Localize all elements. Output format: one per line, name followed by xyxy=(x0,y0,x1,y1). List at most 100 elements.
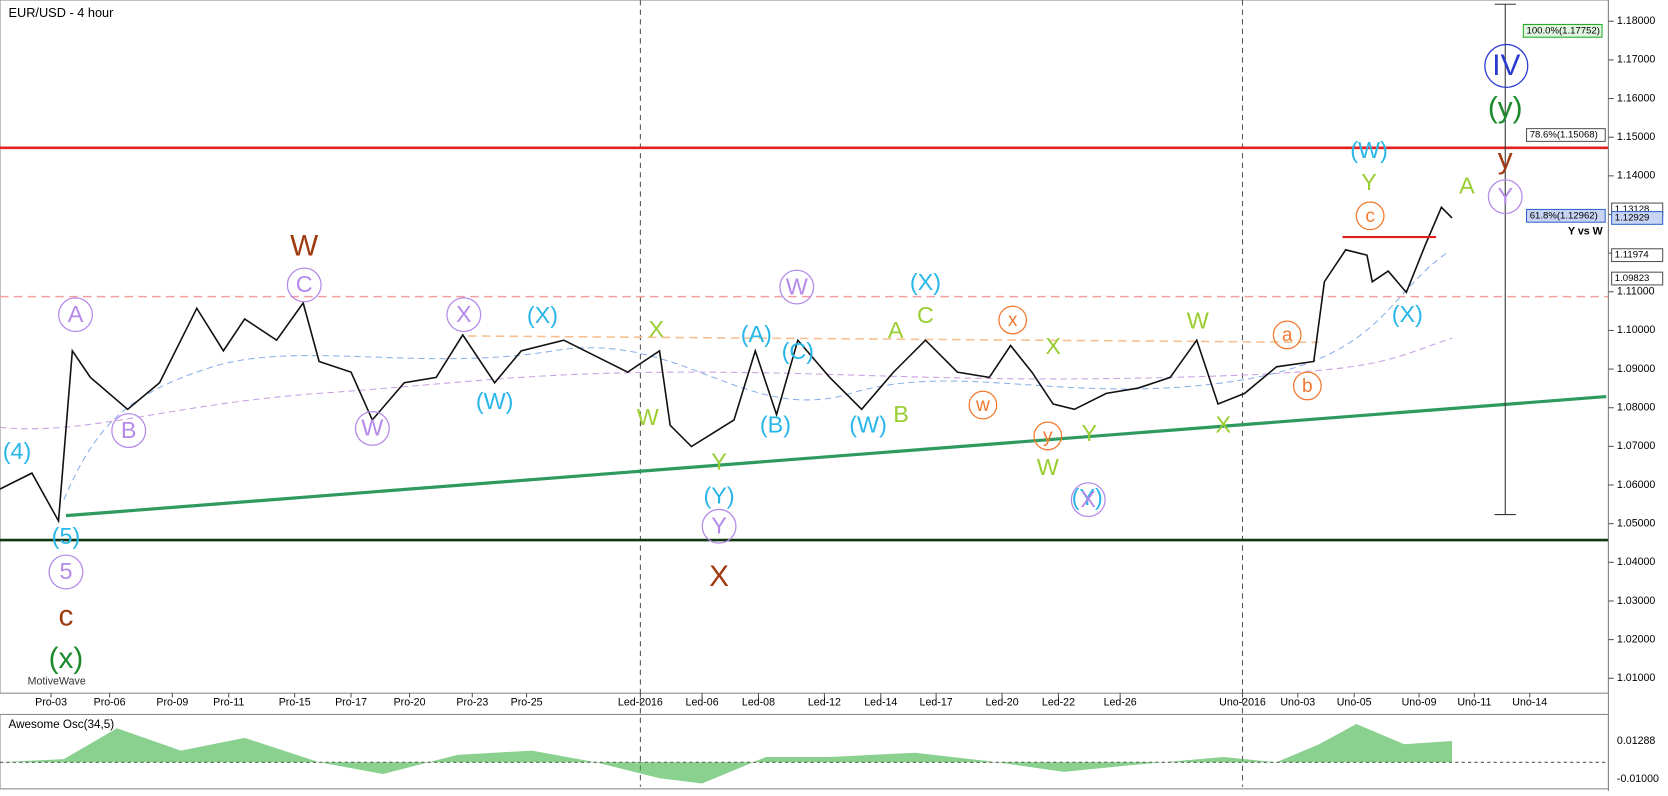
price-label: 1.16000 xyxy=(1617,92,1656,104)
wave-label: (X) xyxy=(910,269,941,295)
wave-label: Y xyxy=(1361,169,1377,195)
price-label: 1.18000 xyxy=(1617,15,1656,27)
date-label: Pro-23 xyxy=(456,697,488,709)
moving-average xyxy=(63,252,1448,500)
wave-label: y xyxy=(1043,426,1053,447)
wave-circle xyxy=(1272,320,1302,350)
wave-circle xyxy=(998,305,1028,335)
wave-label: Y xyxy=(1497,183,1513,209)
wave-label: IV xyxy=(1492,49,1520,82)
wave-label: (x) xyxy=(49,642,84,675)
wave-label: (A) xyxy=(741,321,772,347)
date-label: Pro-11 xyxy=(213,697,244,709)
price-tag xyxy=(1522,23,1603,38)
price-tag xyxy=(1525,128,1606,142)
date-label: Pro-09 xyxy=(156,697,188,709)
wave-circle xyxy=(779,269,815,305)
price-tag xyxy=(1611,271,1664,286)
wave-label: C xyxy=(296,271,313,297)
price-tag-label: 1.12929 xyxy=(1615,212,1650,223)
wave-label: Y xyxy=(711,449,727,475)
date-label: Pro-15 xyxy=(279,697,311,709)
price-label: 1.05000 xyxy=(1617,517,1656,529)
wave-circle xyxy=(1070,482,1106,518)
wave-label: 5 xyxy=(59,558,72,584)
annotation: Y vs W xyxy=(1568,226,1604,238)
date-label: Led-08 xyxy=(742,697,775,709)
wave-label: c xyxy=(1365,206,1375,227)
date-label: Led-17 xyxy=(920,697,953,709)
wave-label: y xyxy=(1498,142,1513,175)
wave-circle xyxy=(1355,201,1385,231)
date-label: Uno-2016 xyxy=(1219,697,1266,709)
price-tag-label: 78.6%(1.15068) xyxy=(1530,130,1598,141)
price-label: 1.14000 xyxy=(1617,170,1656,182)
date-label: Uno-09 xyxy=(1402,697,1437,709)
wave-label: (y) xyxy=(1488,91,1523,124)
osc-label: 0.01288 xyxy=(1617,735,1656,747)
wave-label: (5) xyxy=(52,523,81,549)
date-label: Pro-03 xyxy=(35,697,67,709)
price-tag-label: 61.8%(1.12962) xyxy=(1530,210,1598,221)
wave-label: (X) xyxy=(1392,301,1423,327)
price-label: 1.09000 xyxy=(1617,363,1656,375)
wave-label: B xyxy=(893,401,909,427)
wave-label: X xyxy=(456,301,472,327)
date-label: Pro-17 xyxy=(335,697,367,709)
trendline xyxy=(65,394,1607,518)
price-label: 1.02000 xyxy=(1617,633,1656,645)
oscillator-histogram xyxy=(0,724,1453,784)
date-label: Pro-20 xyxy=(394,697,426,709)
wave-circle xyxy=(286,267,322,303)
date-label: Pro-06 xyxy=(94,697,126,709)
date-label: Led-26 xyxy=(1104,697,1137,709)
wave-label: X xyxy=(1080,486,1096,512)
wave-label: W xyxy=(1187,307,1209,333)
osc-label: -0.01000 xyxy=(1617,773,1659,785)
price-tag xyxy=(1611,211,1664,225)
price-label: 1.15000 xyxy=(1617,131,1656,143)
wave-label: a xyxy=(1282,325,1293,346)
price-tag-label: 1.11974 xyxy=(1615,250,1650,261)
price-label: 1.06000 xyxy=(1617,479,1656,491)
wave-label: X xyxy=(1216,412,1232,438)
price-label: 1.11000 xyxy=(1617,286,1655,298)
wave-label: C xyxy=(917,302,934,328)
wave-circle xyxy=(111,413,147,449)
wave-circle xyxy=(354,410,390,446)
date-label: Led-2016 xyxy=(618,697,663,709)
watermark: MotiveWave xyxy=(28,675,86,687)
wave-label: A xyxy=(1459,172,1475,198)
wave-circle xyxy=(446,297,482,333)
date-label: Pro-25 xyxy=(511,697,543,709)
wave-label: (C) xyxy=(782,338,814,364)
price-label: 1.03000 xyxy=(1617,595,1656,607)
date-label: Uno-03 xyxy=(1280,697,1315,709)
price-label: 1.04000 xyxy=(1617,556,1656,568)
wave-label: X xyxy=(1045,333,1061,359)
price-label: 1.17000 xyxy=(1617,54,1656,66)
date-label: Uno-11 xyxy=(1457,697,1491,709)
price-tag-label: 1.13128 xyxy=(1615,204,1650,215)
date-label: Led-22 xyxy=(1042,697,1075,709)
wave-circle xyxy=(1033,421,1063,451)
price-label: 1.08000 xyxy=(1617,402,1656,414)
wave-label: W xyxy=(786,273,808,299)
wave-circle xyxy=(701,508,737,544)
price-tag-label: 100.0%(1.17752) xyxy=(1527,25,1600,36)
wave-label: (4) xyxy=(3,438,32,464)
wave-label: c xyxy=(59,600,74,633)
wave-label: b xyxy=(1302,376,1313,397)
wave-label: (W) xyxy=(1350,137,1388,163)
wave-label: X xyxy=(649,316,665,342)
date-label: Led-20 xyxy=(986,697,1019,709)
price-trace xyxy=(0,205,1453,524)
wave-label: W xyxy=(1037,454,1059,480)
date-label: Led-06 xyxy=(686,697,719,709)
price-label: 1.10000 xyxy=(1617,324,1656,336)
wave-circle xyxy=(58,297,94,333)
wave-label: (X) xyxy=(527,302,558,328)
wave-label: x xyxy=(1008,310,1018,331)
wave-circle xyxy=(1487,179,1523,215)
